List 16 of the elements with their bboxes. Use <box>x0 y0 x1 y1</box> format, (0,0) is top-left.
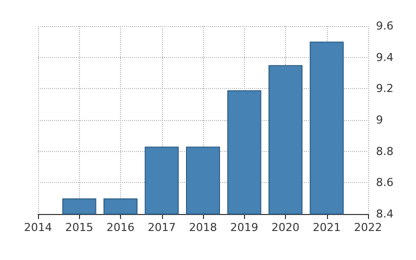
x-tick-label: 2022 <box>354 221 382 234</box>
x-tick-label: 2016 <box>106 221 134 234</box>
y-tick-label: 9.6 <box>376 20 394 32</box>
y-tick-label: 9 <box>376 114 383 126</box>
x-tick-label: 2019 <box>230 221 258 234</box>
x-tick-label: 2014 <box>24 221 52 234</box>
x-tick-label: 2015 <box>65 221 94 234</box>
x-tick-label: 2021 <box>312 221 341 234</box>
y-tick-label: 9.2 <box>376 82 394 96</box>
x-tick-label: 2017 <box>148 221 176 234</box>
y-tick-label: 9.4 <box>376 50 394 64</box>
x-tick-label: 2018 <box>189 221 217 234</box>
y-tick-label: 8.4 <box>376 208 394 220</box>
y-tick-label: 8.8 <box>376 144 394 158</box>
x-tick-label: 2020 <box>272 221 300 234</box>
y-tick-label: 8.6 <box>376 176 394 190</box>
